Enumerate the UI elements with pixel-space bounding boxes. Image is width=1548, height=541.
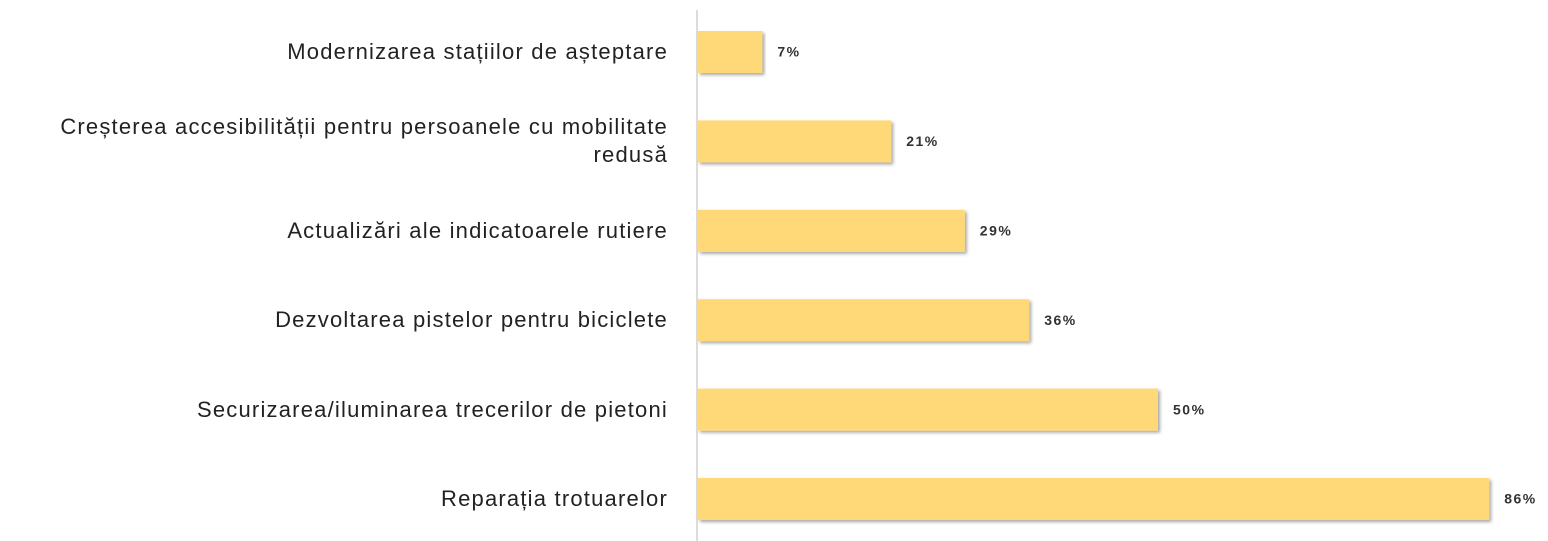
value-label: 50% [1173, 401, 1206, 417]
value-label: 29% [980, 223, 1013, 239]
category-label: Reparația trotuarelor [441, 486, 668, 511]
value-label: 86% [1504, 491, 1537, 507]
bar [698, 299, 1030, 342]
bar [698, 388, 1158, 431]
category-label: Securizarea/iluminarea trecerilor de pie… [196, 396, 668, 422]
value-label: 7% [777, 44, 800, 60]
category-label: Dezvoltarea pistelor pentru biciclete [275, 307, 668, 333]
bar [698, 209, 965, 252]
bar [698, 478, 1490, 520]
value-label: 21% [906, 133, 939, 149]
category-label: Creșterea accesibilității pentru persoan… [60, 114, 668, 168]
category-label: Modernizarea stațiilor de așteptare [287, 39, 668, 64]
value-label: 36% [1044, 312, 1077, 328]
category-label: Actualizări ale indicatoarele rutiere [287, 217, 668, 243]
bar [698, 120, 892, 163]
bar [698, 31, 763, 73]
